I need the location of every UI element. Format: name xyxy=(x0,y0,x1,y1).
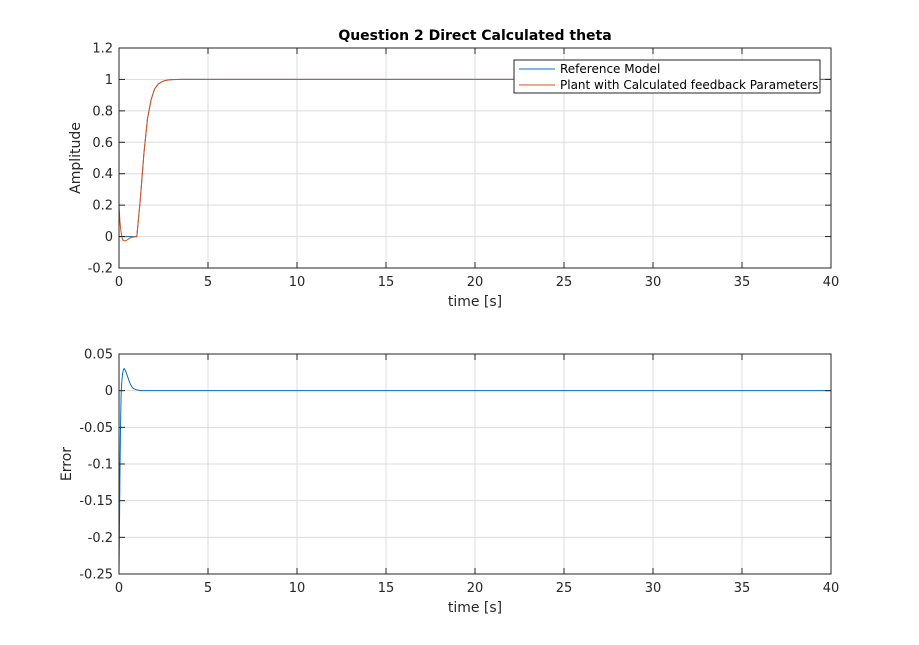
x-tick-label: 20 xyxy=(467,581,484,596)
y-tick-label: 1 xyxy=(105,73,113,88)
y-tick-label: -0.25 xyxy=(79,568,113,583)
legend-box xyxy=(513,59,821,94)
error-axes: 0 5 10 15 20 25 30 35 40 -0.25 -0.2 -0.15 -0.1 -0.05 0… xyxy=(59,348,839,617)
x-tick-label: 35 xyxy=(734,581,751,596)
error-x-axis-label: time [s] xyxy=(448,600,502,616)
chart-title: Question 2 Direct Calculated theta xyxy=(338,28,611,44)
x-tick-label: 15 xyxy=(378,275,395,290)
x-tick-label: 40 xyxy=(823,581,840,596)
x-tick-label: 0 xyxy=(115,275,123,290)
x-tick-label: 5 xyxy=(204,581,212,596)
x-tick-label: 10 xyxy=(289,275,306,290)
x-tick-label: 25 xyxy=(556,275,573,290)
y-tick-label: 0.2 xyxy=(92,199,113,214)
legend-label-plant: Plant with Calculated feedback Parameter… xyxy=(560,78,818,92)
x-tick-label: 5 xyxy=(204,275,212,290)
y-tick-label: -0.15 xyxy=(79,494,113,509)
legend-label-reference-model: Reference Model xyxy=(560,62,660,76)
amplitude-y-axis-label: Amplitude xyxy=(68,122,84,194)
y-tick-label: 0 xyxy=(105,384,113,399)
x-tick-label: 20 xyxy=(467,275,484,290)
legend: Reference Model Plant with Calculated fe… xyxy=(513,59,821,94)
x-tick-label: 40 xyxy=(823,275,840,290)
amplitude-axes: 0 5 10 15 20 25 30 35 40-0.200.20.40.60.811.2 Qu… xyxy=(68,28,839,310)
y-tick-label: -0.05 xyxy=(79,421,113,436)
y-tick-label: 0.6 xyxy=(92,136,113,151)
x-tick-label: 35 xyxy=(734,275,751,290)
x-tick-label: 15 xyxy=(378,581,395,596)
x-tick-label: 30 xyxy=(645,581,662,596)
x-tick-label: 0 xyxy=(115,581,123,596)
y-tick-label: 0 xyxy=(105,230,113,245)
amplitude-x-axis-label: time [s] xyxy=(448,294,502,310)
y-tick-label: 0.4 xyxy=(92,167,113,182)
error-ticks: 0 5 10 15 20 25 30 35 40 -0.25 -0.2 -0.15 -0.1 -0.05 0… xyxy=(79,348,839,597)
amplitude-series xyxy=(119,78,831,242)
y-tick-label: -0.1 xyxy=(88,458,113,473)
x-tick-label: 10 xyxy=(289,581,306,596)
y-tick-label: 0.05 xyxy=(84,348,113,363)
y-tick-label: -0.2 xyxy=(88,531,113,546)
y-tick-label: -0.2 xyxy=(88,262,113,277)
amplitude-series-line-1 xyxy=(119,78,831,242)
y-tick-label: 0.8 xyxy=(92,104,113,119)
error-y-axis-label: Error xyxy=(59,447,75,481)
y-tick-label: 1.2 xyxy=(92,42,113,57)
amplitude-ticks: 0 5 10 15 20 25 30 35 40-0.200.20.40.60.811.2 xyxy=(88,42,840,291)
x-tick-label: 25 xyxy=(556,581,573,596)
x-tick-label: 30 xyxy=(645,275,662,290)
